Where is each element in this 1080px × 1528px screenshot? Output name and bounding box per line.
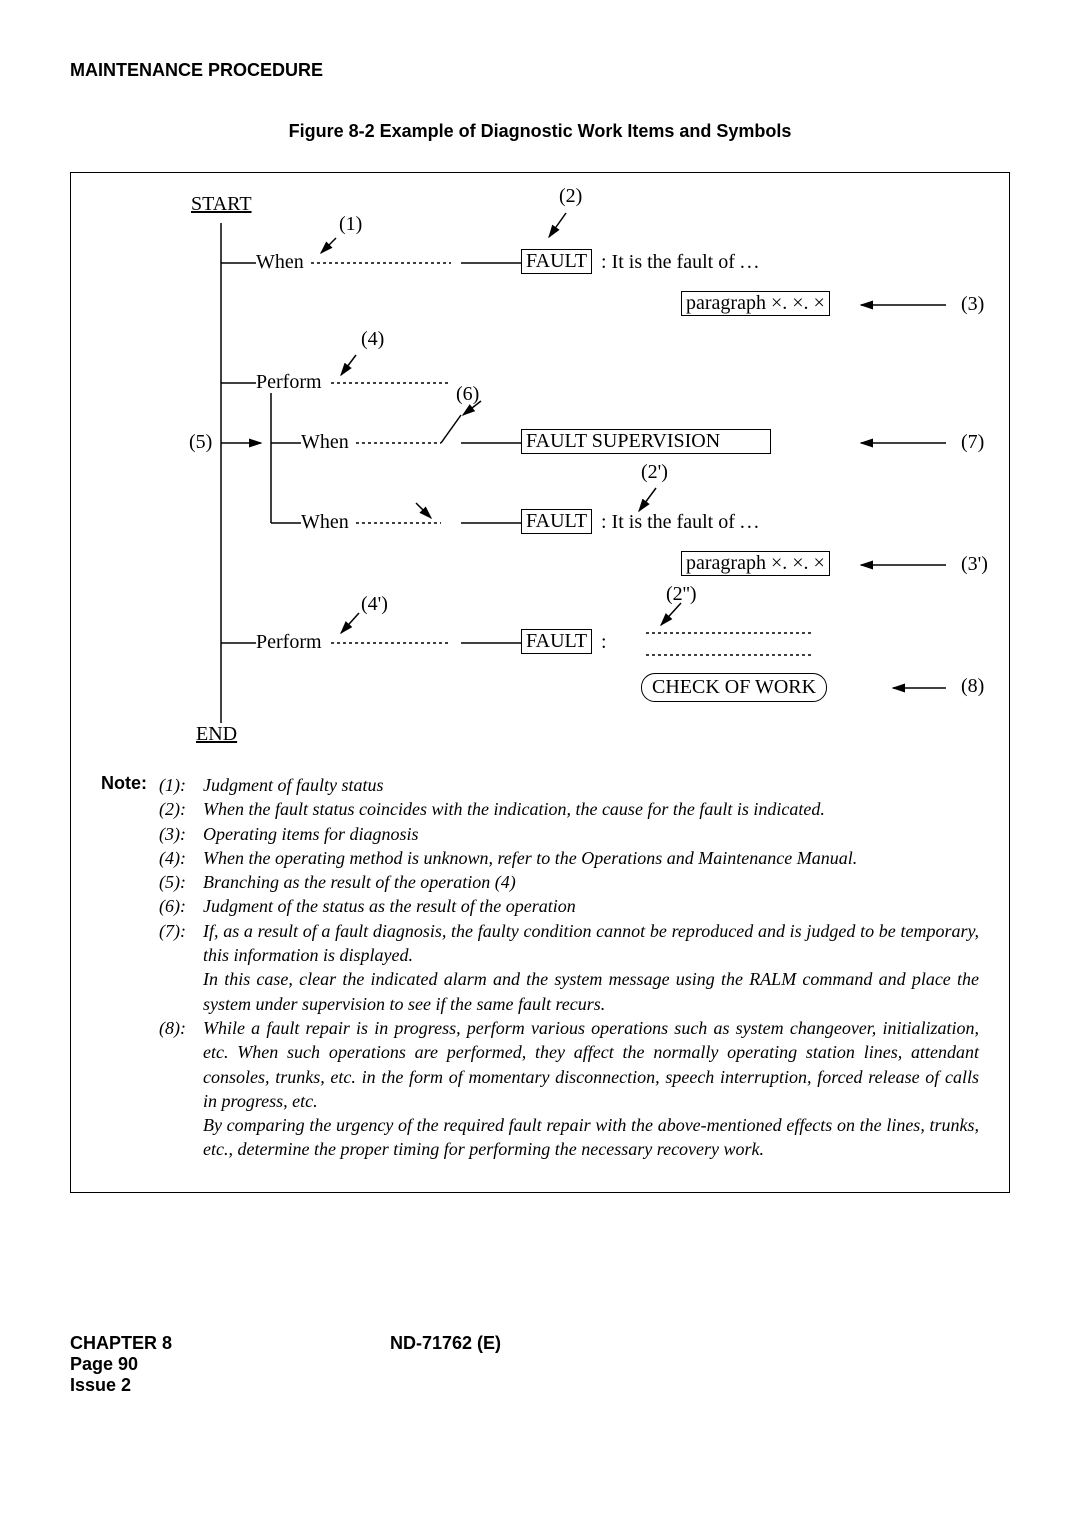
note-row: (4): When the operating method is unknown… [159, 846, 979, 870]
fault-1: FAULT [521, 249, 592, 274]
check-of-work: CHECK OF WORK [641, 673, 827, 702]
diagram: START When (1) (2) FAULT : It is the fau… [161, 193, 979, 753]
annot-5: (5) [189, 431, 212, 454]
figure-box: START When (1) (2) FAULT : It is the fau… [70, 172, 1010, 1193]
paragraph-2: paragraph ×. ×. × [681, 551, 830, 576]
fault-desc-text-1: : It is the fault of [601, 251, 735, 273]
figure-title: Figure 8-2 Example of Diagnostic Work It… [70, 121, 1010, 142]
note-num: (2): [159, 797, 193, 821]
note-text: Judgment of the status as the result of … [203, 894, 979, 918]
fault-desc-1: : It is the fault of ... [601, 251, 761, 274]
fault-desc-2: : It is the fault of ... [601, 511, 761, 534]
note-row: (8): While a fault repair is in progress,… [159, 1016, 979, 1162]
note-row: (5): Branching as the result of the opera… [159, 870, 979, 894]
note-row: (1): Judgment of faulty status [159, 773, 979, 797]
note-row: (6): Judgment of the status as the result… [159, 894, 979, 918]
footer: CHAPTER 8 Page 90 Issue 2 ND-71762 (E) [70, 1333, 1010, 1396]
annot-4p: (4') [361, 593, 388, 616]
annot-7: (7) [961, 431, 984, 454]
fault-2: FAULT [521, 509, 592, 534]
note-text: While a fault repair is in progress, per… [203, 1016, 979, 1162]
diagram-lines [161, 193, 1011, 753]
when-2: When [301, 431, 349, 454]
annot-1: (1) [339, 213, 362, 236]
note-label: Note: [101, 773, 147, 1162]
annot-3p: (3') [961, 553, 988, 576]
note-text: When the fault status coincides with the… [203, 797, 979, 821]
note-num: (3): [159, 822, 193, 846]
note-row: (3): Operating items for diagnosis [159, 822, 979, 846]
footer-chapter: CHAPTER 8 [70, 1333, 390, 1354]
note-list: (1): Judgment of faulty status (2): When th… [159, 773, 979, 1162]
note-row: (7): If, as a result of a fault diagnosis… [159, 919, 979, 1016]
note-num: (6): [159, 894, 193, 918]
note-text: Judgment of faulty status [203, 773, 979, 797]
footer-docnum: ND-71762 (E) [390, 1333, 1010, 1396]
paragraph-1: paragraph ×. ×. × [681, 291, 830, 316]
node-end: END [196, 723, 237, 746]
when-3: When [301, 511, 349, 534]
annot-2: (2) [559, 185, 582, 208]
annot-3: (3) [961, 293, 984, 316]
fault-desc-text-2: : It is the fault of [601, 511, 735, 533]
perform-2: Perform [256, 631, 322, 654]
annot-8: (8) [961, 675, 984, 698]
fault-colon: : [601, 631, 607, 654]
node-start: START [191, 193, 252, 216]
note-block: Note: (1): Judgment of faulty status (2): W… [101, 773, 979, 1162]
footer-issue: Issue 2 [70, 1375, 390, 1396]
note-text: Operating items for diagnosis [203, 822, 979, 846]
note-num: (7): [159, 919, 193, 1016]
annot-4: (4) [361, 328, 384, 351]
annot-6: (6) [456, 383, 479, 406]
annot-2pp: (2'') [666, 583, 697, 606]
perform-1: Perform [256, 371, 322, 394]
footer-left: CHAPTER 8 Page 90 Issue 2 [70, 1333, 390, 1396]
note-text: Branching as the result of the operation… [203, 870, 979, 894]
note-row: (2): When the fault status coincides with… [159, 797, 979, 821]
note-num: (8): [159, 1016, 193, 1162]
note-num: (4): [159, 846, 193, 870]
fault-supervision: FAULT SUPERVISION [521, 429, 771, 454]
note-text: If, as a result of a fault diagnosis, th… [203, 919, 979, 1016]
section-header: MAINTENANCE PROCEDURE [70, 60, 1010, 81]
when-1: When [256, 251, 304, 274]
footer-page: Page 90 [70, 1354, 390, 1375]
note-text: When the operating method is unknown, re… [203, 846, 979, 870]
note-num: (5): [159, 870, 193, 894]
page: MAINTENANCE PROCEDURE Figure 8-2 Example… [0, 0, 1080, 1436]
fault-3: FAULT [521, 629, 592, 654]
note-num: (1): [159, 773, 193, 797]
annot-2p: (2') [641, 461, 668, 484]
